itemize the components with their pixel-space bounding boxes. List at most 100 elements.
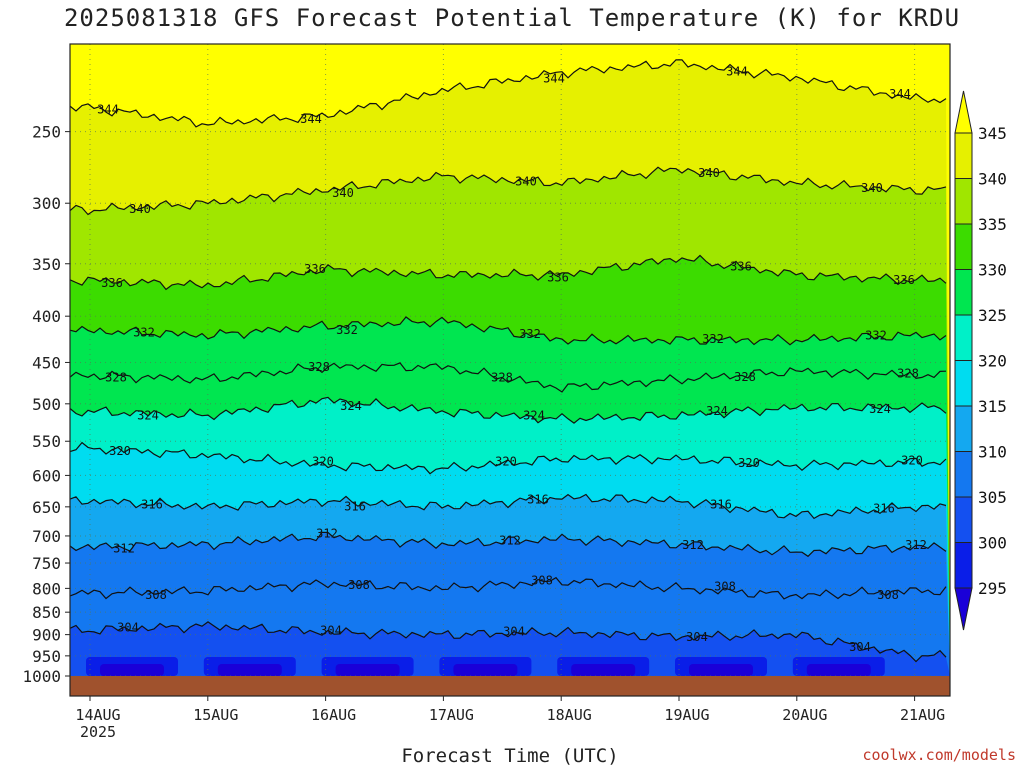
- colorbar-label: 305: [978, 488, 1007, 507]
- contour-label-308: 308: [714, 580, 736, 594]
- contour-label-328: 328: [105, 371, 127, 385]
- isentrope-336: [69, 254, 947, 291]
- y-tick-label: 700: [32, 527, 61, 546]
- isentrope-316: [69, 493, 947, 520]
- colorbar-label: 295: [978, 579, 1007, 598]
- contour-label-328: 328: [734, 370, 756, 384]
- contour-label-312: 312: [682, 538, 704, 552]
- isentrope-308: [69, 576, 947, 600]
- contour-label-312: 312: [905, 538, 927, 552]
- y-tick-label: 500: [32, 395, 61, 414]
- isentrope-304: [69, 621, 947, 663]
- contour-label-320: 320: [495, 455, 517, 469]
- contour-label-320: 320: [901, 454, 923, 468]
- contour-label-344: 344: [889, 87, 911, 101]
- contour-label-308: 308: [531, 574, 553, 588]
- y-tick-label: 750: [32, 554, 61, 573]
- y-tick-label: 450: [32, 353, 61, 372]
- y-tick-label: 950: [32, 647, 61, 666]
- y-tick-label: 400: [32, 307, 61, 326]
- isentrope-340: [69, 166, 947, 216]
- contour-label-328: 328: [897, 366, 919, 380]
- x-tick-label: 18AUG: [547, 706, 592, 724]
- contour-label-320: 320: [738, 456, 760, 470]
- x-tick-label: 19AUG: [664, 706, 709, 724]
- y-axis: 250 300 350 400 450 500 550 600 650 700 750 800 850 9…: [22, 123, 70, 686]
- isentrope-labels: 304 304 304 304 304 308 308 308 308 308 312 312 312 3…: [97, 65, 927, 654]
- cold-pocket: [453, 664, 518, 676]
- colorbar-box: [954, 132, 973, 179]
- colorbar-box: [954, 223, 973, 270]
- contour-label-344: 344: [726, 65, 748, 79]
- contour-label-308: 308: [145, 588, 167, 602]
- colorbar-box: [954, 405, 973, 452]
- contour-label-312: 312: [113, 542, 135, 556]
- colorbar-box: [954, 451, 973, 498]
- colorbar-box: [954, 178, 973, 225]
- x-tick-label: 21AUG: [900, 706, 945, 724]
- x-axis-label: Forecast Time (UTC): [401, 745, 619, 767]
- contour-label-308: 308: [877, 588, 899, 602]
- colorbar-label: 315: [978, 397, 1007, 416]
- contour-label-332: 332: [702, 332, 724, 346]
- colorbar-label: 340: [978, 170, 1007, 189]
- x-tick-label: 14AUG: [75, 706, 120, 724]
- colorbar-extend-bottom: [954, 587, 973, 631]
- contour-label-324: 324: [340, 399, 362, 413]
- colorbar-box: [954, 360, 973, 407]
- surface-cold-pockets: [72, 650, 899, 676]
- contour-label-340: 340: [861, 181, 883, 195]
- y-tick-label: 900: [32, 626, 61, 645]
- contour-label-324: 324: [869, 402, 891, 416]
- cold-pocket: [217, 664, 282, 676]
- contour-label-332: 332: [336, 323, 358, 337]
- x-tick-label: 20AUG: [782, 706, 827, 724]
- y-tick-label: 250: [32, 123, 61, 142]
- contour-label-316: 316: [527, 493, 549, 507]
- contour-label-332: 332: [519, 327, 541, 341]
- colorbar-extend-top: [954, 90, 973, 134]
- x-axis: 14AUG 15AUG 16AUG 17AUG 18AUG 19AUG 20AUG 21AUG…: [75, 696, 945, 741]
- isentrope-320: [69, 441, 947, 475]
- isentrope-328: [69, 362, 947, 393]
- y-tick-label: 850: [32, 603, 61, 622]
- contour-label-332: 332: [865, 329, 887, 343]
- ground-surface: [70, 676, 950, 696]
- contour-label-336: 336: [893, 273, 915, 287]
- cold-pocket: [100, 664, 164, 676]
- contour-label-336: 336: [101, 276, 123, 290]
- contour-label-316: 316: [873, 502, 895, 516]
- credit-text: coolwx.com/models: [862, 746, 1016, 764]
- contour-label-304: 304: [117, 621, 139, 635]
- isentrope-344: [69, 59, 947, 128]
- contour-label-324: 324: [137, 409, 159, 423]
- contour-label-328: 328: [491, 370, 513, 384]
- y-tick-label: 800: [32, 579, 61, 598]
- contour-label-344: 344: [543, 71, 565, 85]
- colorbar-box: [954, 314, 973, 361]
- y-tick-label: 350: [32, 255, 61, 274]
- contour-label-340: 340: [129, 202, 151, 216]
- contour-label-304: 304: [320, 623, 342, 637]
- x-tick-label: 16AUG: [311, 706, 356, 724]
- contour-label-336: 336: [304, 262, 326, 276]
- contour-label-332: 332: [133, 325, 155, 339]
- contour-label-320: 320: [312, 455, 334, 469]
- contour-label-344: 344: [97, 102, 119, 116]
- contour-label-316: 316: [710, 498, 732, 512]
- contour-label-316: 316: [344, 500, 366, 514]
- colorbar-label: 310: [978, 443, 1007, 462]
- contour-label-344: 344: [300, 112, 322, 126]
- plot-frame: [69, 43, 951, 697]
- x-tick-label: 15AUG: [193, 706, 238, 724]
- isentrope-332: [69, 316, 947, 346]
- colorbar-label: 300: [978, 534, 1007, 553]
- contour-label-340: 340: [698, 166, 720, 180]
- contour-label-312: 312: [316, 526, 338, 540]
- colorbar: 295 300 305 310 315 320 325 330 335 340 345: [954, 90, 1007, 631]
- x-tick-year-label: 2025: [80, 723, 116, 741]
- contour-label-328: 328: [308, 360, 330, 374]
- colorbar-box: [954, 542, 973, 589]
- colorbar-label: 335: [978, 215, 1007, 234]
